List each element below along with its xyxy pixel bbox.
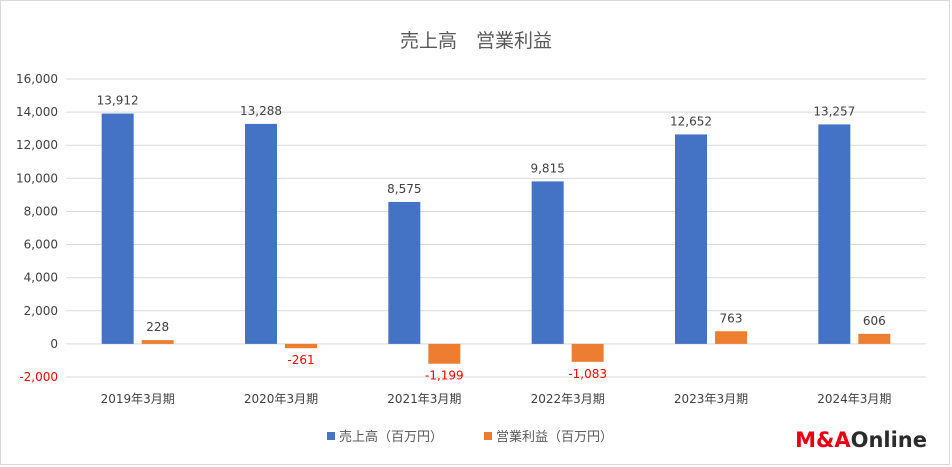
- y-tick-label: 8,000: [24, 204, 58, 218]
- data-label-profit: 606: [863, 314, 886, 328]
- legend: 売上高（百万円） 営業利益（百万円）: [327, 429, 613, 445]
- data-label-sales: 9,815: [530, 161, 564, 175]
- bar-profit: [858, 333, 891, 344]
- x-axis-tick-labels: 2019年3月期 2020年3月期 2021年3月期 2022年3月期 2023年3月期…: [101, 392, 892, 406]
- bar-sales: [388, 201, 421, 344]
- y-tick-label: 4,000: [24, 271, 58, 285]
- svg-text:M&AOnline: M&AOnline: [795, 428, 927, 452]
- chart-title: 売上高 営業利益: [400, 30, 552, 52]
- y-tick-label: -2,000: [19, 370, 58, 384]
- x-tick-label: 2019年3月期: [101, 392, 175, 406]
- bar-profit: [715, 331, 747, 344]
- logo: M&AOnline: [795, 428, 927, 452]
- legend-swatch-sales: [327, 432, 335, 440]
- x-tick-label: 2020年3月期: [244, 392, 318, 406]
- bar-sales: [531, 181, 564, 344]
- data-labels: 13,912 228 13,288 -261 8,575 -1,199 9,815 -1,08…: [97, 94, 886, 383]
- bar-sales: [101, 113, 134, 344]
- y-axis-tick-labels: -2,000 0 2,000 4,000 6,000 8,000 10,000 12,000 1…: [16, 72, 58, 384]
- logo-text-online: Online: [851, 428, 927, 452]
- bar-profit: [571, 343, 604, 362]
- y-tick-label: 2,000: [24, 304, 58, 318]
- logo-text-ma: M&A: [795, 428, 851, 452]
- y-tick-label: 0: [50, 337, 58, 351]
- legend-label-sales: 売上高（百万円）: [339, 429, 443, 445]
- data-label-sales: 13,288: [240, 104, 282, 118]
- x-tick-label: 2023年3月期: [674, 392, 748, 406]
- legend-label-profit: 営業利益（百万円）: [496, 429, 613, 445]
- data-label-profit: 763: [720, 311, 743, 325]
- legend-swatch-profit: [484, 432, 492, 440]
- bar-profit: [141, 340, 174, 344]
- data-label-sales: 13,257: [813, 104, 855, 118]
- grid-lines: [66, 78, 926, 378]
- x-tick-label: 2024年3月期: [817, 392, 891, 406]
- data-label-sales: 13,912: [97, 94, 139, 108]
- y-tick-label: 10,000: [16, 171, 58, 185]
- y-tick-label: 6,000: [24, 238, 58, 252]
- data-label-sales: 8,575: [387, 182, 421, 196]
- x-tick-label: 2022年3月期: [531, 392, 605, 406]
- data-label-profit: -261: [287, 353, 314, 367]
- bar-profit: [285, 343, 317, 349]
- y-tick-label: 16,000: [16, 72, 58, 86]
- y-tick-label: 14,000: [16, 105, 58, 119]
- x-tick-label: 2021年3月期: [387, 392, 461, 406]
- data-label-profit: -1,199: [425, 369, 464, 383]
- data-label-profit: -1,083: [568, 367, 607, 381]
- data-label-profit: 228: [146, 320, 169, 334]
- bar-sales: [675, 134, 707, 344]
- bars: [101, 113, 891, 364]
- bar-sales: [245, 123, 277, 344]
- bar-profit: [428, 343, 461, 364]
- data-label-sales: 12,652: [670, 114, 712, 128]
- bar-sales: [818, 124, 851, 344]
- y-tick-label: 12,000: [16, 138, 58, 152]
